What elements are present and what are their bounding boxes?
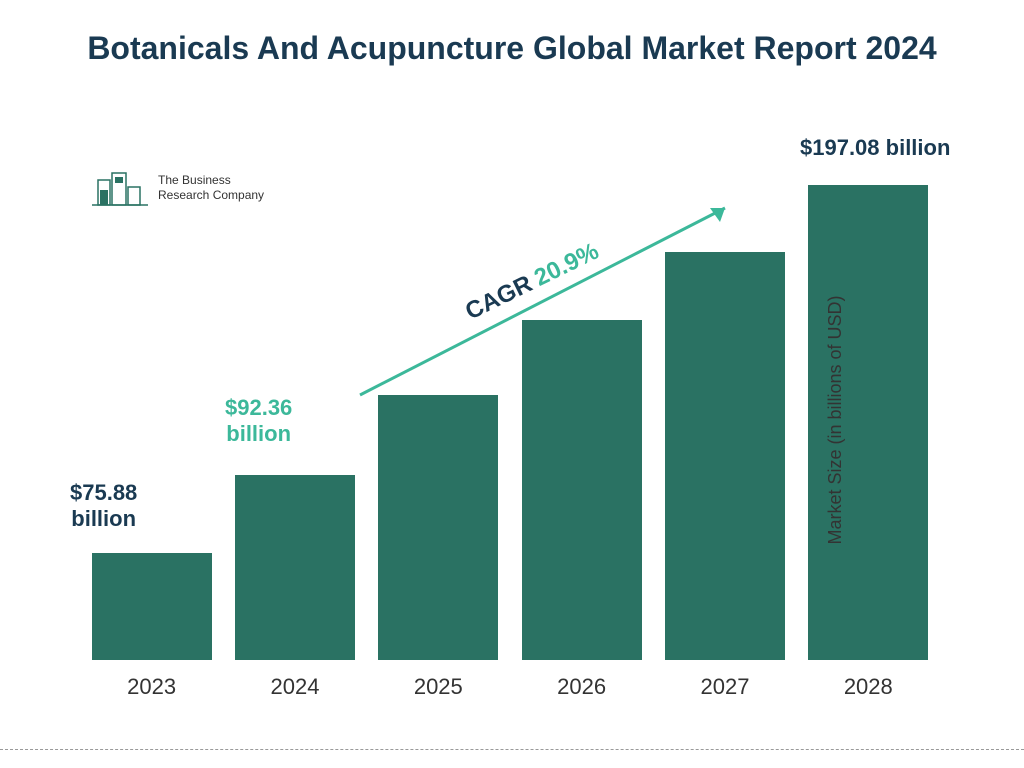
value-label-2028: $197.08 billion — [800, 135, 950, 161]
bar-2023 — [92, 553, 212, 660]
bar-2027 — [665, 252, 785, 660]
x-label-2025: 2025 — [373, 674, 503, 700]
x-label-2028: 2028 — [803, 674, 933, 700]
bar-group-2025 — [373, 395, 503, 660]
x-label-2024: 2024 — [230, 674, 360, 700]
value-label-2024: $92.36 billion — [225, 395, 292, 448]
bar-group-2026 — [517, 320, 647, 660]
chart-area: 2023 2024 2025 2026 2027 2028 Market Siz… — [70, 140, 950, 700]
bar-2026 — [522, 320, 642, 660]
value-2023-amount: $75.88 — [70, 480, 137, 506]
x-label-2027: 2027 — [660, 674, 790, 700]
bottom-divider — [0, 749, 1024, 750]
bar-group-2027 — [660, 252, 790, 660]
value-2024-unit: billion — [225, 421, 292, 447]
value-label-2023: $75.88 billion — [70, 480, 137, 533]
bar-group-2024 — [230, 475, 360, 660]
bars-container — [70, 140, 950, 660]
bar-group-2028 — [803, 185, 933, 660]
value-2024-amount: $92.36 — [225, 395, 292, 421]
value-2023-unit: billion — [70, 506, 137, 532]
x-label-2023: 2023 — [87, 674, 217, 700]
bar-2024 — [235, 475, 355, 660]
x-label-2026: 2026 — [517, 674, 647, 700]
y-axis-label: Market Size (in billions of USD) — [825, 295, 846, 544]
x-axis-labels: 2023 2024 2025 2026 2027 2028 — [70, 674, 950, 700]
chart-title: Botanicals And Acupuncture Global Market… — [0, 0, 1024, 70]
bar-2025 — [378, 395, 498, 660]
bar-group-2023 — [87, 553, 217, 660]
